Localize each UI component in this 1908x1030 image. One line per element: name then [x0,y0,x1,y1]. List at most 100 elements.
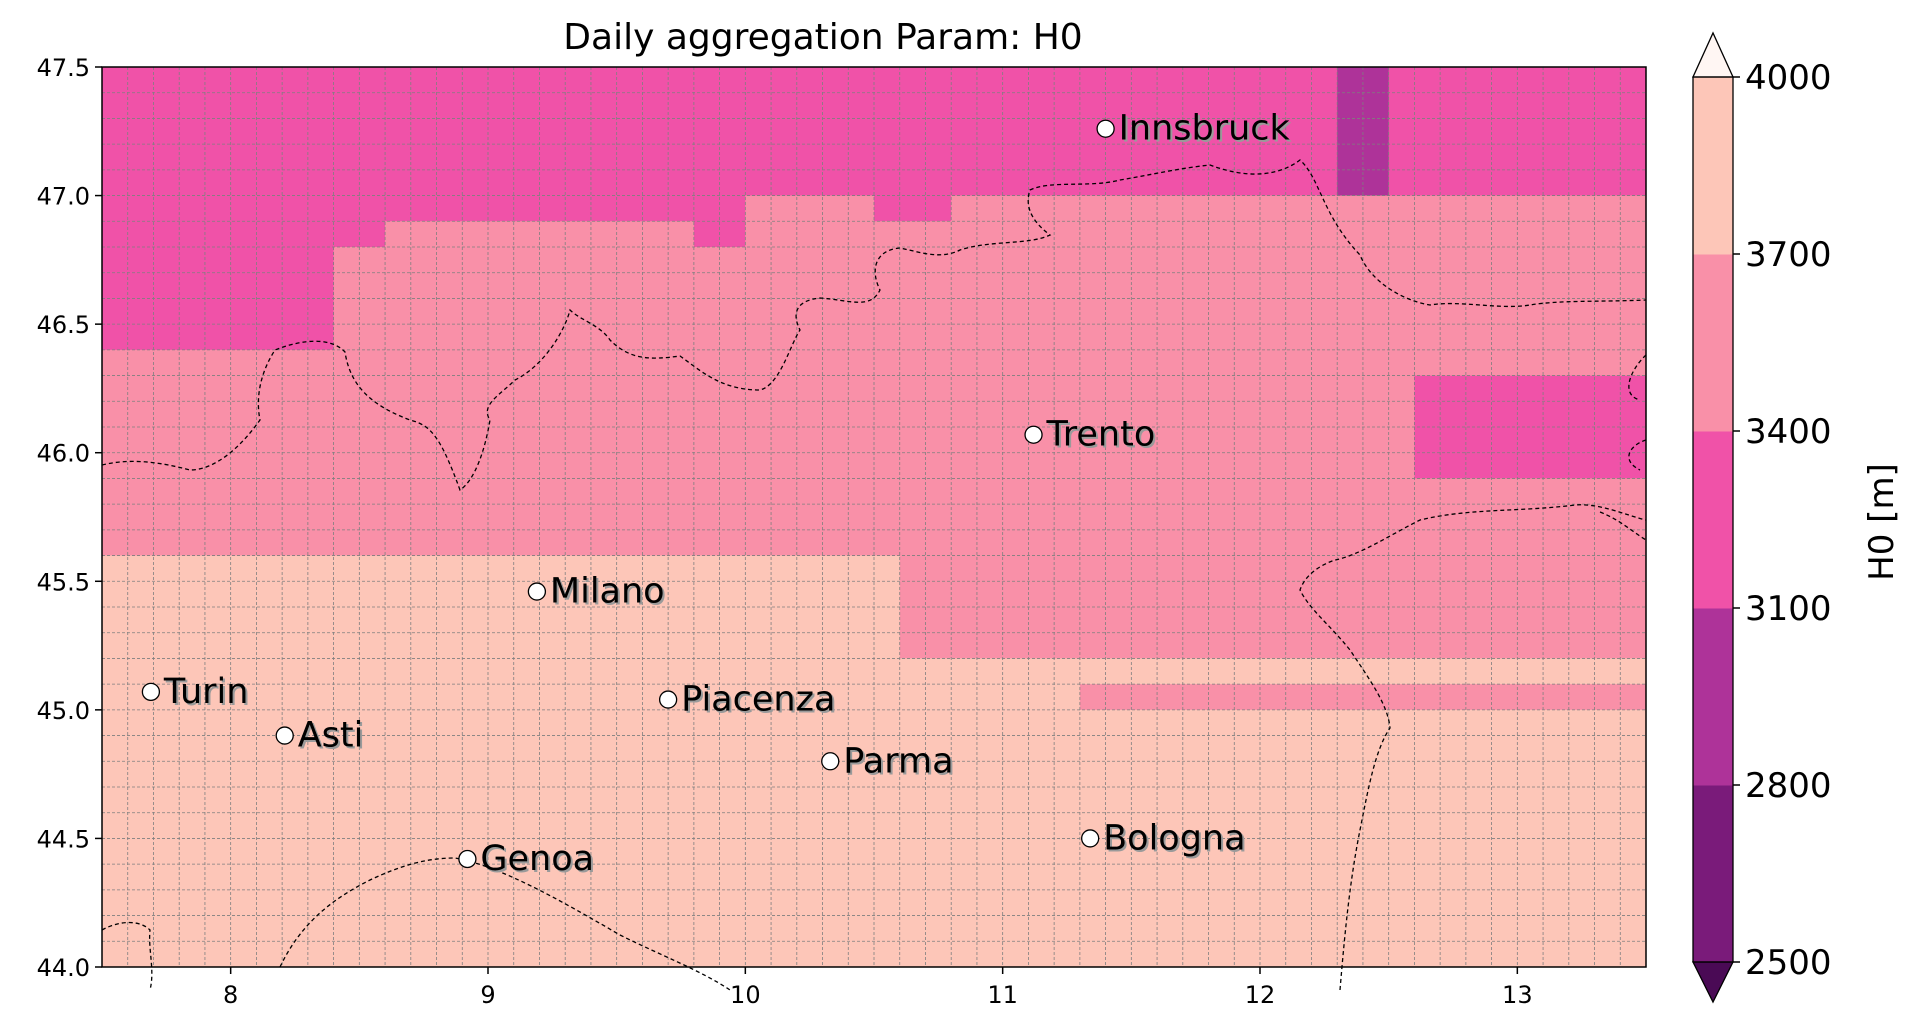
h0-cell [796,607,823,634]
h0-cell [1260,118,1287,145]
h0-cell [771,889,798,916]
h0-cell [410,195,437,222]
h0-cell [1157,169,1184,196]
h0-cell [565,684,592,711]
h0-cell [951,735,978,762]
h0-cell [488,349,515,376]
h0-cell [1028,864,1055,891]
h0-cell [282,529,309,556]
city-label-shadow: Milano [552,574,667,614]
h0-cell [1465,67,1492,94]
h0-cell [1465,632,1492,659]
h0-cell [1491,478,1518,505]
h0-cell [1285,529,1312,556]
h0-cell [1131,838,1158,865]
h0-cell [539,787,566,814]
h0-cell [1337,504,1364,531]
h0-cell [1311,427,1338,454]
h0-cell [616,889,643,916]
h0-cell [874,812,901,839]
h0-cell [488,735,515,762]
h0-cell [1337,478,1364,505]
h0-cell [1208,864,1235,891]
h0-cell [1491,324,1518,351]
coastline-istria [1599,511,1647,541]
h0-cell [1054,427,1081,454]
h0-cell [333,298,360,325]
h0-cell [256,812,283,839]
h0-cell [796,735,823,762]
h0-cell [230,452,257,479]
h0-cell [1517,221,1544,248]
h0-cell [1440,735,1467,762]
h0-cell [385,529,412,556]
h0-cell [385,401,412,428]
h0-cell [462,555,489,582]
h0-cell [1568,92,1595,119]
h0-cell [488,915,515,942]
h0-cell [1157,709,1184,736]
h0-cell [1414,812,1441,839]
h0-cell [590,375,618,402]
h0-cell [874,581,901,608]
h0-cell [1337,889,1364,916]
h0-cell [1388,504,1415,531]
h0-cell [1414,761,1441,788]
h0-cell [488,761,515,788]
h0-cell [1182,195,1209,222]
h0-cell [1362,915,1390,942]
h0-cell [1620,298,1647,325]
h0-cell [642,529,669,556]
h0-cell [771,427,798,454]
h0-cell [642,761,669,788]
h0-cell [462,169,489,196]
h0-cell [565,118,592,145]
h0-cell [436,787,463,814]
h0-cell [1465,812,1492,839]
h0-cell [1362,581,1390,608]
h0-cell [1028,452,1055,479]
city-label-shadow: Parma [845,743,955,783]
h0-cell [1234,684,1261,711]
h0-cell [179,864,206,891]
h0-cell [307,504,334,531]
h0-cell [642,67,669,94]
h0-cell [693,144,720,171]
h0-cell [359,349,386,376]
map-area: InnsbruckInnsbruckTrentoTrentoMilanoMila… [101,66,1647,991]
h0-cell [102,169,129,196]
h0-cell [102,504,129,531]
y-tick-label: 46.5 [37,311,90,339]
h0-cell [1362,864,1390,891]
h0-cell [230,169,257,196]
h0-cell [1054,555,1081,582]
h0-cell [1517,401,1544,428]
h0-cell [230,941,257,968]
h0-cell [1568,169,1595,196]
h0-cell [719,864,746,891]
h0-cell [179,658,206,685]
h0-cell [102,144,129,171]
h0-cell [1388,632,1415,659]
h0-cell [153,118,180,145]
h0-cell [796,864,823,891]
h0-cell [127,735,154,762]
h0-cell [616,735,643,762]
h0-cell [1105,761,1132,788]
h0-cell [102,67,129,94]
h0-cell [796,504,823,531]
h0-cell [951,838,978,865]
h0-cell [1079,735,1106,762]
h0-cell [102,221,129,248]
h0-cell [1491,92,1518,119]
h0-cell [436,632,463,659]
h0-cell [1028,735,1055,762]
h0-cell [1157,838,1184,865]
h0-cell [307,401,334,428]
h0-cell [359,581,386,608]
h0-cell [693,401,720,428]
h0-cell [1234,941,1261,968]
h0-cell [719,812,746,839]
h0-cell [333,941,360,968]
h0-cell [1285,684,1312,711]
